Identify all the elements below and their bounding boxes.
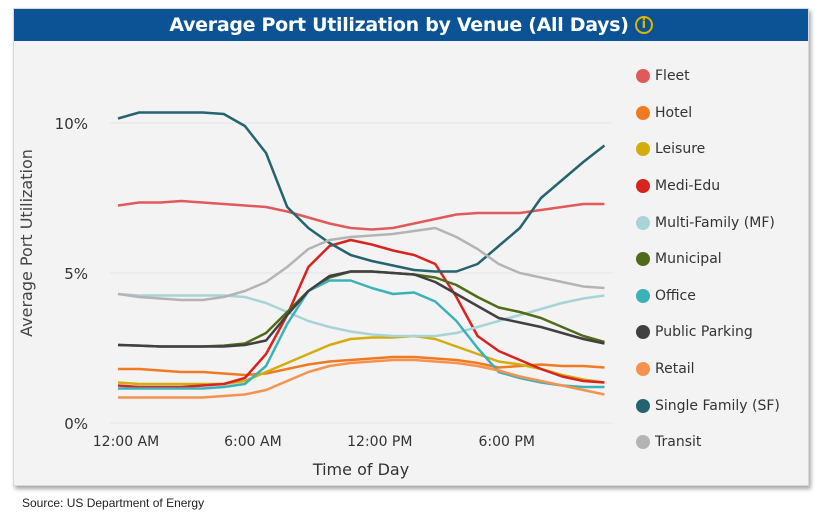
legend-label: Leisure [655, 141, 706, 158]
legend-item[interactable]: Medi-Edu [636, 168, 780, 205]
series-line-fleet[interactable] [117, 199, 605, 231]
legend-dot-icon [636, 362, 650, 377]
legend: Fleet Hotel Leisure Medi-Edu Multi-Family (M… [636, 58, 780, 461]
legend-label: Single Family (SF) [655, 397, 780, 414]
x-tick-label: 6:00 PM [478, 434, 534, 450]
legend-label: Medi-Edu [655, 178, 721, 195]
legend-label: Fleet [655, 68, 690, 85]
x-tick-label: 6:00 AM [224, 434, 282, 450]
legend-item[interactable]: Public Parking [636, 314, 780, 351]
chart-title-bar: Average Port Utilization by Venue (All D… [14, 9, 808, 41]
x-axis-label: Time of Day [312, 460, 409, 479]
series-line-municipal[interactable] [117, 270, 605, 348]
x-tick-label: 12:00 PM [347, 434, 412, 450]
legend-item[interactable]: Leisure [636, 131, 780, 168]
legend-label: Multi-Family (MF) [655, 214, 775, 231]
legend-item[interactable]: Single Family (SF) [636, 387, 780, 424]
legend-item[interactable]: Multi-Family (MF) [636, 204, 780, 241]
legend-dot-icon [636, 435, 650, 450]
legend-dot-icon [636, 325, 650, 340]
legend-dot-icon [636, 179, 650, 194]
source-note: Source: US Department of Energy [22, 496, 205, 510]
series-line-leisure[interactable] [117, 334, 605, 386]
legend-dot-icon [636, 215, 650, 230]
legend-item[interactable]: Fleet [636, 58, 780, 95]
series-line-single-family-sf[interactable] [117, 111, 606, 273]
x-tick-label: 12:00 AM [93, 434, 159, 450]
legend-dot-icon [636, 105, 650, 120]
legend-dot-icon [636, 142, 650, 157]
series-line-transit[interactable] [117, 226, 605, 302]
series-line-retail[interactable] [118, 358, 605, 399]
chart-card: Average Port Utilization by Venue (All D… [13, 8, 809, 486]
series-line-office[interactable] [118, 279, 605, 390]
legend-dot-icon [636, 288, 650, 303]
legend-label: Municipal [655, 251, 722, 268]
legend-item[interactable]: Office [636, 278, 780, 315]
legend-item[interactable]: Transit [636, 424, 780, 461]
legend-label: Retail [655, 361, 695, 378]
y-axis-label: Average Port Utilization [17, 149, 36, 337]
legend-item[interactable]: Municipal [636, 241, 780, 278]
y-tick-label: 10% [55, 115, 88, 133]
series-line-medi-edu[interactable] [117, 238, 605, 389]
y-tick-label: 0% [64, 415, 88, 433]
legend-dot-icon [636, 69, 650, 84]
info-circle-icon[interactable]: i [634, 16, 653, 34]
legend-label: Public Parking [655, 324, 753, 341]
legend-label: Hotel [655, 104, 693, 121]
legend-label: Office [655, 287, 696, 304]
legend-item[interactable]: Hotel [636, 95, 780, 132]
y-tick-label: 5% [64, 265, 88, 283]
legend-dot-icon [636, 252, 650, 267]
legend-item[interactable]: Retail [636, 351, 780, 388]
legend-dot-icon [636, 398, 650, 413]
chart-title: Average Port Utilization by Venue (All D… [169, 14, 629, 36]
series-line-public-parking[interactable] [117, 270, 605, 348]
legend-label: Transit [655, 434, 702, 451]
